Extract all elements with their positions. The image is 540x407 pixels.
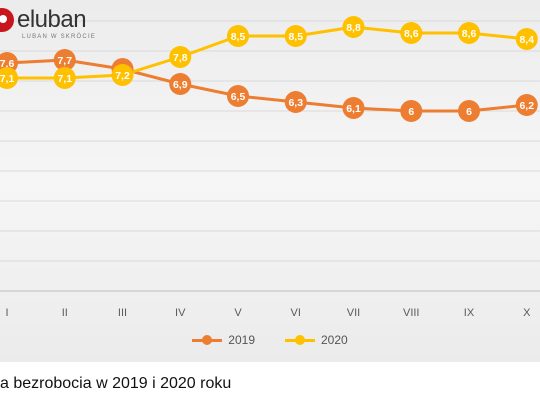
logo-tagline: LUBAN W SKRÓCIE — [22, 34, 97, 40]
data-label-2020: 8,6 — [404, 28, 419, 40]
data-point-2020 — [342, 16, 365, 38]
x-tick-label: VI — [291, 307, 301, 319]
data-label-2020: 8,4 — [519, 34, 534, 46]
data-label-2019: 6,2 — [519, 100, 534, 112]
x-tick-label: II — [62, 307, 68, 319]
data-label-2019: 6 — [466, 106, 472, 118]
data-label-2019: 6,5 — [231, 91, 246, 103]
data-label-2019: 7,6 — [0, 58, 14, 70]
x-tick-label: IX — [464, 307, 475, 319]
data-label-2020: 8,5 — [288, 31, 303, 43]
data-point-2020 — [169, 46, 192, 68]
data-point-2019 — [458, 100, 480, 122]
data-point-2020 — [111, 64, 134, 86]
legend: 2019 2020 — [0, 330, 540, 350]
data-label-2019: 6,3 — [288, 97, 303, 109]
data-label-2020: 8,6 — [462, 28, 477, 40]
data-label-2020: 7,8 — [173, 52, 188, 64]
x-tick-label: III — [118, 307, 127, 319]
data-point-2019 — [53, 49, 76, 71]
data-point-2020 — [0, 67, 18, 89]
x-tick-label: IV — [175, 307, 186, 319]
legend-label-2020: 2020 — [321, 333, 348, 347]
data-point-2019 — [515, 94, 538, 116]
legend-dot-2020 — [295, 335, 305, 345]
legend-item-2019: 2019 — [192, 333, 255, 347]
data-point-2020 — [515, 28, 538, 50]
data-point-2020 — [284, 25, 307, 47]
data-label-2020: 8,8 — [346, 22, 361, 34]
chart-area: IIIIIIIVVVIVIIVIIIIXX7,67,77,46,96,56,36… — [0, 0, 540, 362]
data-label-2019: 7,7 — [57, 55, 72, 67]
x-tick-label: V — [234, 307, 242, 319]
line-chart: IIIIIIIVVVIVIIVIIIIXX7,67,77,46,96,56,36… — [0, 16, 540, 319]
legend-swatch-2019 — [192, 334, 223, 346]
legend-label-2019: 2019 — [228, 333, 255, 347]
x-tick-label: VII — [347, 307, 360, 319]
series-line-2020 — [7, 25, 527, 80]
logo-text: eluban — [17, 6, 87, 33]
data-label-2019: 6,1 — [346, 103, 361, 115]
logo: eluban LUBAN W SKRÓCIE — [0, 2, 120, 46]
series-line-2019 — [6, 58, 527, 113]
legend-item-2020: 2020 — [285, 333, 348, 347]
x-tick-label: X — [523, 307, 531, 319]
data-point-2019 — [169, 73, 192, 95]
data-point-2019 — [227, 85, 249, 107]
x-tick-label: VIII — [403, 307, 420, 319]
data-label-2019: 6 — [408, 106, 414, 118]
data-point-2019 — [400, 100, 423, 122]
data-point-2020 — [458, 22, 480, 44]
data-point-2019 — [284, 91, 307, 113]
data-label-2020: 8,5 — [231, 31, 246, 43]
logo-mark-icon — [0, 8, 14, 32]
data-label-2020: 7,1 — [0, 73, 14, 85]
data-label-2020: 7,2 — [115, 70, 130, 82]
data-label-2019: 6,9 — [173, 79, 188, 91]
legend-dot-2019 — [202, 335, 213, 345]
x-tick-label: I — [5, 307, 8, 319]
data-point-2020 — [53, 67, 76, 89]
data-point-2020 — [227, 25, 249, 47]
figure-caption: a bezrobocia w 2019 i 2020 roku — [0, 375, 232, 392]
data-point-2019 — [342, 97, 365, 119]
legend-swatch-2020 — [285, 334, 315, 346]
data-label-2020: 7,1 — [57, 73, 72, 85]
data-point-2020 — [400, 22, 423, 44]
